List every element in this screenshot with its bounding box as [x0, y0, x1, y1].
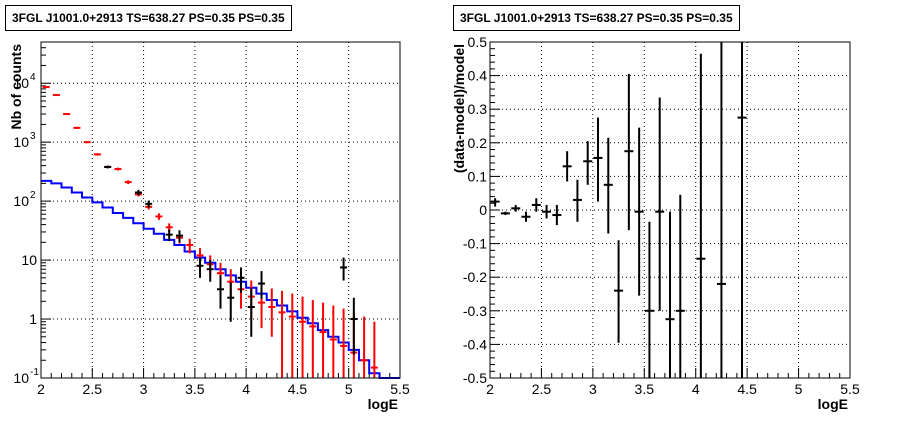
y-tick-label: 10: [13, 370, 29, 386]
x-tick-label: 3: [140, 381, 148, 397]
x-tick-label: 2: [37, 381, 45, 397]
x-axis-title: logE: [818, 396, 848, 412]
y-tick-label: 10: [13, 75, 29, 91]
x-tick-label: 4.5: [737, 381, 757, 397]
y-tick-label: 0.2: [468, 135, 488, 151]
x-tick-label: 5: [795, 381, 803, 397]
y-tick-label: 10: [13, 134, 29, 150]
y-tick-label: -0.2: [463, 269, 487, 285]
x-tick-label: 3.5: [635, 381, 655, 397]
left-chart-title: 3FGL J1001.0+2913 TS=638.27 PS=0.35 PS=0…: [5, 5, 292, 31]
y-tick-label: -0.1: [463, 236, 487, 252]
y-tick-label: 10: [21, 252, 37, 268]
y-tick-label: 0.4: [468, 68, 488, 84]
plot-frame: [489, 41, 851, 379]
y-tick-label: 1: [29, 311, 37, 327]
y-tick-label: 10: [13, 193, 29, 209]
y-tick-label: -0.5: [463, 370, 487, 386]
x-tick-label: 4: [242, 381, 250, 397]
plot-frame: [40, 41, 401, 379]
y-tick-label: -0.4: [463, 336, 487, 352]
x-tick-label: 3.5: [185, 381, 205, 397]
x-axis-title: logE: [368, 396, 398, 412]
y-tick-label: 0.1: [468, 168, 488, 184]
x-tick-label: 5.5: [390, 381, 410, 397]
right-panel-residuals: 2 2.5 3 3.5 4 4.5 5 5.5 -0.5 -0.4 -0.3 -0.2 -0.1 0 0.1…: [451, 34, 860, 412]
x-tick-label: 2.5: [83, 381, 103, 397]
y-tick-label: 0: [479, 202, 487, 218]
y-tick-exponent: 3: [30, 131, 36, 142]
x-tick-label: 3: [589, 381, 597, 397]
right-chart-title: 3FGL J1001.0+2913 TS=638.27 PS=0.35 PS=0…: [453, 5, 740, 31]
plot-area: [41, 42, 400, 378]
y-tick-exponent: 4: [30, 72, 36, 83]
x-tick-label: 2.5: [532, 381, 552, 397]
y-tick-exponent: -1: [30, 367, 39, 378]
x-tick-label: 5.5: [840, 381, 860, 397]
x-tick-label: 2: [486, 381, 494, 397]
y-axis-title: Nb of counts: [8, 44, 24, 130]
x-tick-label: 5: [345, 381, 353, 397]
y-tick-exponent: 2: [30, 190, 36, 201]
y-tick-label: 0.3: [468, 101, 488, 117]
y-tick-label: -0.3: [463, 303, 487, 319]
y-tick-label: 0.5: [468, 34, 488, 50]
model-step-line: [41, 179, 400, 379]
y-axis-title: (data-model)/model: [451, 44, 467, 173]
x-tick-label: 4: [692, 381, 700, 397]
x-tick-label: 4.5: [288, 381, 308, 397]
